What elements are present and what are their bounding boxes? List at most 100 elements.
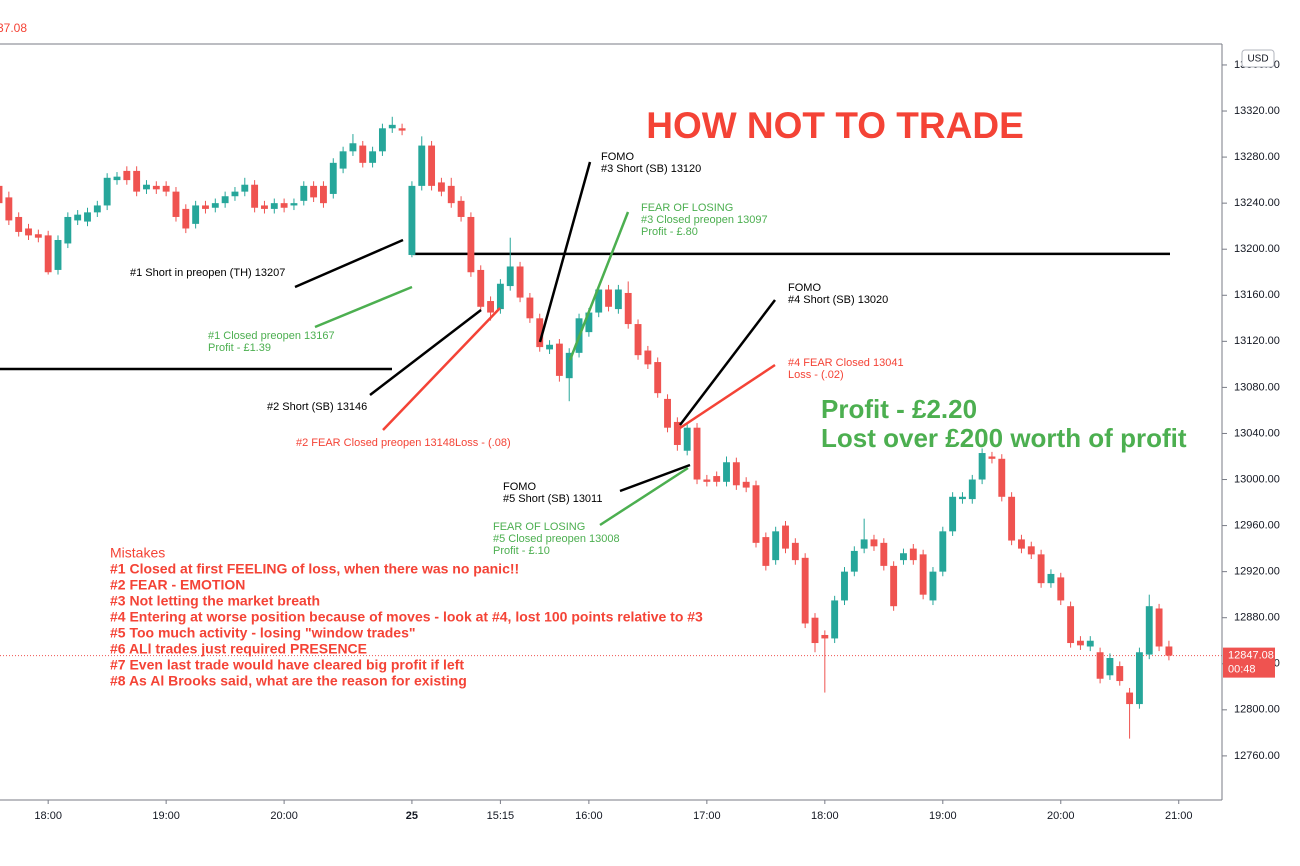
candle-body <box>595 289 603 313</box>
candle-body <box>988 456 996 459</box>
candle-body <box>978 453 986 480</box>
candle-body <box>408 185 416 255</box>
candle-body <box>1135 652 1143 705</box>
mistakes-title: Mistakes <box>110 545 165 561</box>
candle-body <box>437 182 445 192</box>
x-tick-label: 20:00 <box>1047 810 1075 822</box>
currency-box <box>1241 49 1275 68</box>
annotation: #3 Short (SB) 13120 <box>601 163 701 175</box>
candle-body <box>1116 666 1124 682</box>
candle-body <box>1018 539 1025 549</box>
candle-body <box>949 496 957 532</box>
x-tick-label: 25 <box>406 810 418 822</box>
candle-body <box>231 191 239 197</box>
candle-body <box>1027 546 1035 555</box>
candle-body <box>64 216 72 244</box>
annotation: #4 Short (SB) 13020 <box>788 294 888 306</box>
mistake-item: #3 Not letting the market breath <box>110 593 320 609</box>
candle-body <box>1067 606 1075 644</box>
candle-body <box>25 228 32 236</box>
candle-body <box>123 170 131 181</box>
annotation: #2 FEAR Closed preopen 13148Loss - (.08) <box>296 437 511 449</box>
annotation: FEAR OF LOSING <box>493 521 585 533</box>
annotation: FOMO <box>503 481 536 493</box>
last-price-label: 12847.08 <box>1228 650 1274 662</box>
candle-body <box>143 184 150 190</box>
summary: Profit - £2.20 <box>821 394 977 424</box>
candle-body <box>300 185 308 201</box>
candle-body <box>565 352 573 379</box>
annotation-line <box>599 466 689 527</box>
header-value: 37.08 <box>0 21 27 35</box>
annotation-line <box>679 363 776 430</box>
candle-body <box>909 548 917 561</box>
y-tick-label: 13320.00 <box>1234 105 1280 117</box>
x-tick-label: 19:00 <box>152 810 180 822</box>
candle-body <box>270 203 278 209</box>
annotation: #4 FEAR Closed 13041 <box>788 357 904 369</box>
mistake-item: #8 As Al Brooks said, what are the reaso… <box>110 673 467 689</box>
candle-body <box>644 350 652 365</box>
candle-body <box>1155 608 1163 647</box>
candle-body <box>378 128 386 152</box>
candle-body <box>526 297 534 319</box>
y-tick-label: 13160.00 <box>1234 289 1280 301</box>
candle-body <box>752 485 760 543</box>
annotation-line <box>568 211 630 361</box>
chart-title: HOW NOT TO TRADE <box>646 105 1024 146</box>
candle-body <box>1106 658 1114 676</box>
candle-body <box>1086 640 1094 647</box>
y-tick-label: 12920.00 <box>1234 566 1280 578</box>
x-tick-label: 18:00 <box>34 810 62 822</box>
annotation: Loss - (.02) <box>788 369 844 381</box>
candle-body <box>664 398 671 428</box>
candle-body <box>398 128 406 131</box>
candle-body <box>841 571 848 601</box>
candle-body <box>801 557 809 624</box>
y-tick-label: 12760.00 <box>1234 750 1280 762</box>
annotation: Profit - £.10 <box>493 545 550 557</box>
candle-body <box>998 458 1006 497</box>
candle-body <box>103 177 111 206</box>
annotation: #5 Short (SB) 13011 <box>503 493 602 505</box>
annotation-line <box>314 285 413 329</box>
y-tick-label: 13200.00 <box>1234 243 1280 255</box>
annotation-line <box>679 299 776 426</box>
mistake-item: #4 Entering at worse position because of… <box>110 609 703 625</box>
annotation-line <box>538 161 592 343</box>
candle-body <box>1057 577 1065 601</box>
candle-body <box>339 151 347 169</box>
last-price-tag <box>1223 647 1275 678</box>
annotation-lines <box>294 161 776 527</box>
mistake-item: #1 Closed at first FEELING of loss, when… <box>110 561 519 577</box>
candle-body <box>113 176 121 181</box>
annotation: FOMO <box>601 151 634 163</box>
annotation: Profit - £1.39 <box>208 342 271 354</box>
candle-body <box>93 205 101 213</box>
annotation: #1 Closed preopen 13167 <box>208 330 335 342</box>
x-tick-label: 15:15 <box>487 810 515 822</box>
candle-body <box>1126 692 1134 705</box>
candle-body <box>654 362 662 394</box>
annotation-line <box>619 463 691 493</box>
y-tick-label: 13120.00 <box>1234 335 1280 347</box>
candle-body <box>713 476 721 482</box>
annotation-line <box>382 307 501 431</box>
annotation: #2 Short (SB) 13146 <box>267 401 367 413</box>
candle-body <box>251 184 259 208</box>
annotation-line <box>294 238 404 289</box>
candle-body <box>388 124 396 129</box>
candle-body <box>831 600 839 639</box>
x-tick-label: 21:00 <box>1165 810 1193 822</box>
candle-body <box>280 203 288 208</box>
x-tick-label: 18:00 <box>811 810 839 822</box>
candle-body <box>605 289 612 307</box>
candle-body <box>1076 640 1084 646</box>
candle-body <box>192 205 200 224</box>
candle-body <box>850 550 858 572</box>
y-tick-label: 13000.00 <box>1234 473 1280 485</box>
candle-body <box>320 185 327 204</box>
candle-body <box>202 205 209 209</box>
mistake-item: #6 ALl trades just required PRESENCE <box>110 641 367 657</box>
